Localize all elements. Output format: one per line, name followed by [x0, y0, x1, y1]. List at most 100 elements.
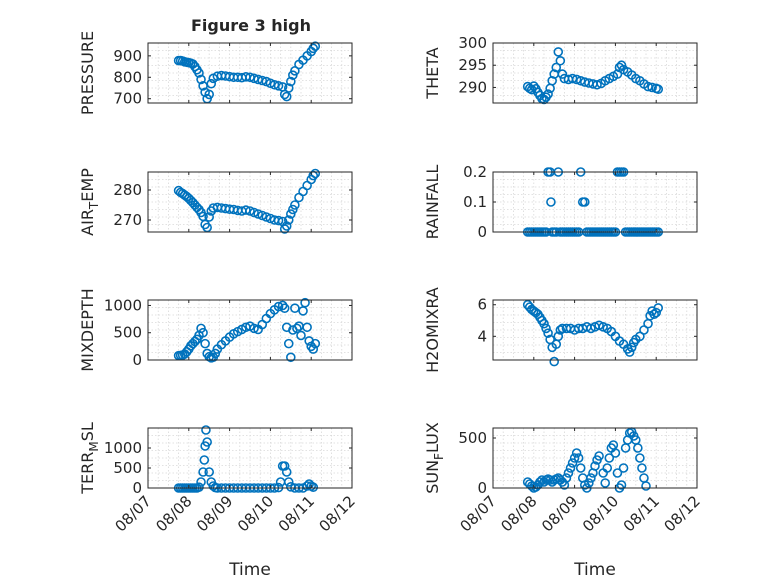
- data-point: [592, 79, 602, 90]
- data-point: [296, 330, 306, 341]
- data-point: [310, 338, 321, 349]
- data-point: [541, 323, 551, 334]
- data-point: [579, 197, 590, 207]
- axes-box: [492, 42, 698, 104]
- data-point: [288, 204, 298, 215]
- y-axis-label: AIRTEMP: [78, 168, 101, 236]
- data-point: [543, 89, 553, 99]
- y-tick-label: 270: [113, 211, 142, 229]
- data-point: [618, 463, 629, 473]
- data-point: [285, 352, 296, 363]
- x-axis-label: Time: [228, 560, 271, 580]
- y-tick-label: 0: [132, 479, 142, 497]
- data-point: [594, 451, 604, 461]
- x-tick-label: 08/08: [152, 492, 195, 535]
- data-point: [637, 463, 647, 473]
- data-point: [543, 328, 553, 338]
- data-point: [571, 74, 582, 85]
- data-point: [290, 303, 300, 313]
- data-point: [626, 342, 637, 353]
- data-point: [283, 83, 294, 93]
- y-axis-label: THETA: [423, 47, 442, 99]
- y-tick-label: 900: [113, 47, 142, 65]
- data-point: [204, 467, 214, 477]
- y-tick-label: 0: [477, 479, 487, 497]
- x-tick-label: 08/07: [457, 492, 500, 535]
- panel-mixdepth: 0 500 1000 MIXDEPTH: [78, 288, 353, 372]
- data-point: [535, 477, 545, 487]
- data-point: [257, 75, 268, 86]
- data-point: [202, 437, 212, 447]
- data-point: [616, 480, 627, 490]
- y-tick-label: 0.1: [463, 193, 487, 211]
- x-tick-label: 08/10: [579, 492, 622, 535]
- y-tick-label: 1000: [104, 439, 142, 457]
- data-point: [604, 453, 615, 463]
- figure-title: Figure 3 high: [191, 16, 311, 35]
- data-point: [651, 307, 662, 318]
- data-point: [308, 482, 319, 493]
- data-point: [546, 197, 556, 207]
- axes-box: [147, 299, 353, 361]
- data-point: [198, 327, 208, 338]
- data-point: [612, 69, 623, 79]
- data-point: [635, 453, 645, 463]
- data-point: [204, 89, 214, 100]
- data-point: [647, 82, 657, 93]
- data-point: [633, 443, 643, 453]
- data-point: [283, 215, 294, 225]
- y-axis-label: H2OMIXRA: [423, 287, 442, 373]
- data-point: [616, 60, 627, 71]
- y-tick-label: 800: [113, 68, 142, 86]
- data-point: [310, 41, 321, 52]
- data-point: [199, 455, 210, 465]
- data-point: [553, 331, 564, 342]
- data-point: [610, 448, 621, 458]
- data-point: [573, 453, 584, 463]
- data-point: [575, 463, 586, 473]
- y-tick-label: 500: [113, 324, 142, 342]
- x-tick-label: 08/09: [538, 492, 581, 535]
- axes-box: [147, 171, 353, 233]
- axes-box: [492, 427, 698, 489]
- data-point: [549, 356, 560, 367]
- data-point: [196, 477, 206, 487]
- panel-rainfall: 0 0.1 0.2 RAINFALL: [423, 163, 698, 241]
- y-tick-label: 500: [458, 429, 487, 447]
- panel-h2omixra: 4 6 H2OMIXRA: [423, 287, 698, 373]
- data-point: [200, 338, 210, 349]
- y-tick-label: 300: [458, 34, 487, 52]
- y-tick-label: 6: [477, 296, 487, 314]
- data-point: [300, 297, 310, 308]
- y-tick-label: 295: [458, 56, 487, 74]
- data-point: [194, 68, 204, 78]
- x-tick-label: 08/10: [234, 492, 277, 535]
- y-tick-label: 1000: [104, 296, 142, 314]
- y-tick-label: 700: [113, 90, 142, 108]
- data-point: [612, 468, 623, 478]
- data-point: [273, 81, 284, 91]
- data-point: [600, 478, 611, 488]
- y-tick-label: 0: [477, 223, 487, 241]
- data-point: [641, 481, 651, 491]
- data-point: [241, 205, 251, 215]
- axes-box: [147, 42, 353, 104]
- data-point: [547, 75, 557, 86]
- data-point: [281, 467, 292, 477]
- data-point: [584, 478, 594, 488]
- data-point: [586, 473, 596, 483]
- y-axis-label: SUNFLUX: [423, 422, 446, 494]
- panel-theta: 290 295 300 THETA: [423, 34, 698, 105]
- data-point: [279, 303, 290, 313]
- data-point: [302, 322, 312, 333]
- y-axis-label: RAINFALL: [423, 165, 442, 240]
- y-tick-label: 4: [477, 327, 487, 345]
- data-point: [273, 215, 284, 226]
- data-point: [283, 477, 294, 487]
- data-point: [292, 323, 302, 334]
- data-point: [555, 55, 566, 66]
- y-tick-label: 290: [458, 78, 487, 96]
